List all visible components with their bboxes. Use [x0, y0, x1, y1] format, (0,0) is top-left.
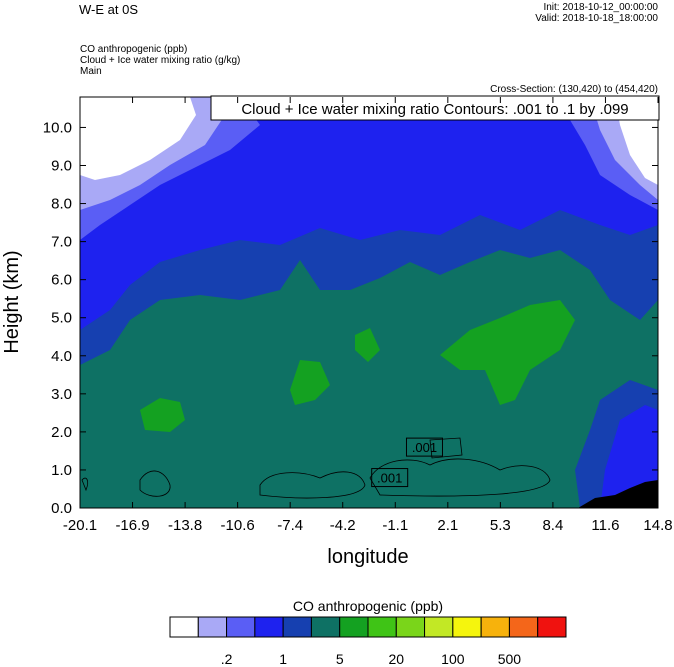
- y-tick-label: 8.0: [51, 196, 72, 213]
- contour-info-box: [210, 95, 660, 121]
- plot-title: W-E at 0S: [79, 2, 139, 17]
- x-tick-label: -4.2: [330, 517, 356, 534]
- colorbar-swatch: [226, 616, 256, 638]
- field-co: CO anthropogenic (ppb): [80, 44, 188, 55]
- colorbar-swatch: [254, 616, 284, 638]
- colorbar-label: 1: [279, 651, 287, 667]
- y-tick-label: 4.0: [51, 348, 72, 365]
- x-axis-label: longitude: [327, 546, 408, 568]
- y-tick-label: 2.0: [51, 424, 72, 441]
- field-main: Main: [80, 66, 102, 77]
- y-tick-label: 6.0: [51, 272, 72, 289]
- colorbar-label: 500: [498, 651, 522, 667]
- field-blue-lowright2: [600, 405, 658, 508]
- x-tick-label: -10.6: [221, 517, 255, 534]
- field-green-2: [290, 360, 330, 405]
- field-white-left: [80, 97, 196, 180]
- x-tick-label: -16.9: [115, 517, 149, 534]
- y-tick-label: 3.0: [51, 386, 72, 403]
- x-tick-label: -7.4: [277, 517, 303, 534]
- colorbar-swatch: [508, 616, 539, 638]
- cross-section-label: Cross-Section: (130,420) to (454,420): [490, 84, 658, 95]
- terrain: [578, 480, 658, 508]
- colorbar-swatch: [197, 616, 228, 638]
- colorbar-swatch: [480, 616, 510, 638]
- cloud-contours: [81, 437, 551, 499]
- y-axis: 0.0 1.0 2.0 3.0 4.0 5.0 6.0 7.0 8.0 9.0 10.0: [43, 119, 658, 517]
- x-tick-label: 14.8: [643, 517, 672, 534]
- x-tick-label: 5.3: [490, 517, 511, 534]
- y-tick-label: 5.0: [51, 310, 72, 327]
- field-cloud: Cloud + Ice water mixing ratio (g/kg): [80, 55, 241, 66]
- contour-label: .001: [412, 440, 437, 455]
- colorbar-swatch: [169, 616, 199, 638]
- run-times: Init: 2018-10-12_00:00:00 Valid: 2018-10…: [535, 2, 658, 24]
- y-tick-label: 10.0: [43, 119, 72, 136]
- y-tick-label: 1.0: [51, 462, 72, 479]
- y-axis-label: Height (km): [1, 250, 23, 353]
- init-time: Init: 2018-10-12_00:00:00: [543, 2, 658, 13]
- colorbar-label: .2: [221, 651, 233, 667]
- field-green-4: [355, 328, 380, 362]
- contour-label-box: [405, 437, 443, 457]
- colorbar-swatch: [452, 616, 482, 638]
- x-tick-label: 8.4: [542, 517, 563, 534]
- x-tick-label: -13.8: [168, 517, 202, 534]
- field-blue: [80, 97, 658, 330]
- colorbar-label: 5: [336, 651, 344, 667]
- x-tick-label: 11.6: [591, 517, 619, 534]
- x-axis: -20.1 -16.9 -13.8 -10.6 -7.4 -4.2 -1.1 2.1 5.3 8.…: [63, 97, 673, 534]
- contour-labels: .001 .001: [371, 437, 443, 488]
- colorbar-swatch: [339, 616, 369, 638]
- colorbar-swatch: [537, 616, 567, 638]
- x-tick-label: -1.1: [382, 517, 408, 534]
- colorbar: .2 1 5 20 100 500: [169, 616, 567, 667]
- colorbar-swatch: [367, 616, 397, 638]
- field-green-3: [440, 300, 575, 405]
- y-tick-label: 9.0: [51, 158, 72, 175]
- y-tick-label: 7.0: [51, 234, 72, 251]
- colorbar-swatch: [310, 616, 341, 638]
- colorbar-label: 100: [441, 651, 465, 667]
- plot-area: [80, 97, 658, 508]
- field-green-1: [140, 398, 185, 432]
- valid-time: Valid: 2018-10-18_18:00:00: [535, 13, 658, 24]
- x-tick-label: -20.1: [63, 517, 97, 534]
- field-list: CO anthropogenic (ppb) Cloud + Ice water…: [80, 44, 240, 77]
- contour-label-box: [371, 468, 409, 488]
- colorbar-title: CO anthropogenic (ppb): [293, 598, 443, 614]
- colorbar-swatch: [424, 616, 454, 638]
- colorbar-swatch: [282, 616, 312, 638]
- colorbar-label: 20: [388, 651, 404, 667]
- x-tick-label: 2.1: [437, 517, 458, 534]
- contour-label: .001: [377, 471, 402, 486]
- y-tick-label: 0.0: [51, 500, 72, 517]
- contour-info-text: Cloud + Ice water mixing ratio Contours:…: [241, 101, 628, 118]
- colorbar-swatch: [395, 616, 426, 638]
